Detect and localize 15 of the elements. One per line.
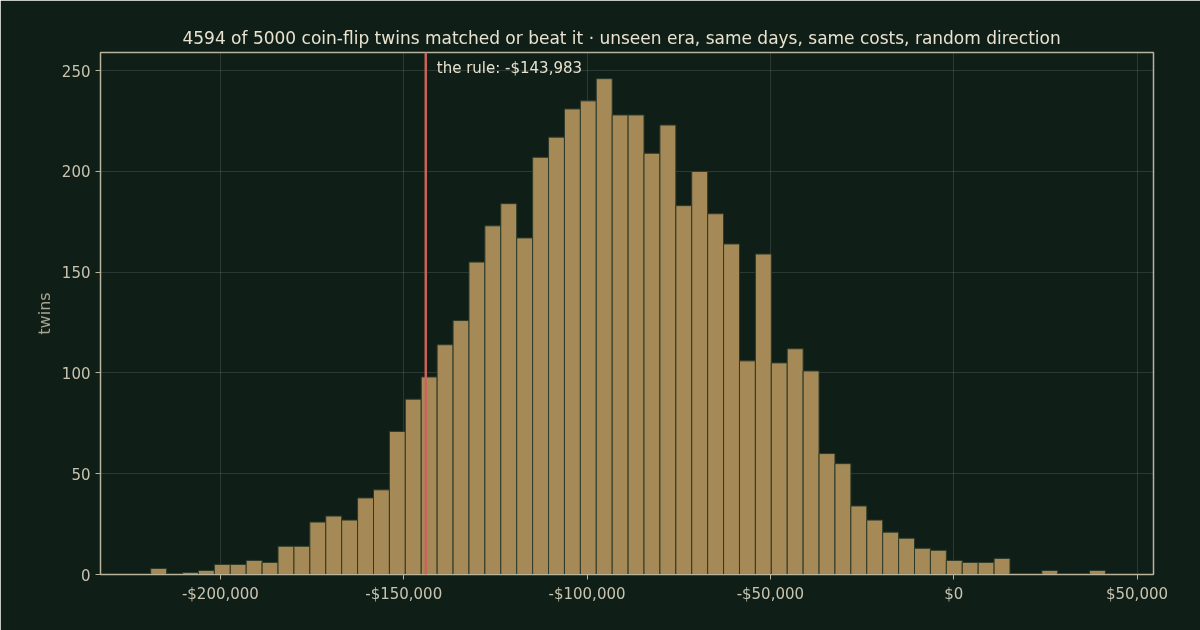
x-tick-label: -$150,000 — [365, 584, 443, 603]
y-tick-label: 100 — [61, 364, 91, 383]
chart-title: 4594 of 5000 coin-flip twins matched or beat it · unseen era, same days, same costs, random direction — [182, 27, 1061, 48]
y-tick-label: 50 — [71, 465, 91, 484]
y-tick-label: 150 — [61, 264, 91, 283]
x-tick-label: -$100,000 — [548, 584, 626, 603]
y-tick-label: 200 — [61, 163, 91, 182]
x-tick-label: $0 — [944, 584, 964, 603]
x-tick-label: -$200,000 — [181, 584, 259, 603]
x-tick-label: $50,000 — [1105, 584, 1169, 603]
y-tick-label: 0 — [80, 566, 91, 585]
y-tick-label: 250 — [61, 62, 91, 81]
y-axis-title: twins — [34, 292, 54, 335]
x-tick-label: -$50,000 — [736, 584, 805, 603]
ref-line-label: the rule: -$143,983 — [436, 58, 583, 77]
